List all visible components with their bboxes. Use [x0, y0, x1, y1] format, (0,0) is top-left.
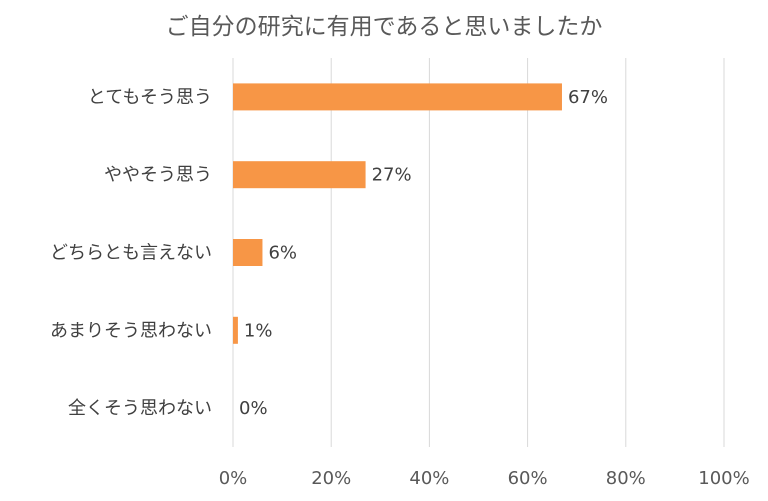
grid-layer: [232, 58, 725, 447]
chart-title: ご自分の研究に有用であると思いましたか: [166, 14, 603, 40]
bar: [233, 83, 562, 111]
data-label: 1%: [244, 320, 273, 341]
x-tick-label: 60%: [508, 468, 548, 489]
x-tick-label: 0%: [219, 468, 248, 489]
category-label: とてもそう思う: [88, 87, 212, 108]
bar: [233, 239, 263, 266]
x-tick-label: 80%: [606, 468, 646, 489]
data-label: 6%: [268, 243, 297, 264]
x-tick-label: 40%: [409, 468, 449, 489]
bar: [233, 161, 366, 189]
category-label: どちらとも言えない: [50, 243, 212, 264]
bars-layer: [233, 83, 562, 344]
bar: [233, 316, 238, 344]
data-label: 67%: [568, 87, 608, 108]
category-label: ややそう思う: [104, 165, 212, 186]
x-tick-label: 20%: [311, 468, 351, 489]
category-label: あまりそう思わない: [50, 320, 212, 341]
data-label: 27%: [372, 165, 412, 186]
data-label: 0%: [239, 398, 268, 419]
category-label: 全くそう思わない: [68, 398, 212, 419]
x-tick-label: 100%: [698, 468, 749, 489]
labels-layer: 0% 20% 40% 60% 80% 100% とてもそう思う 67% ややそう思う 27% どちら…: [50, 87, 750, 489]
